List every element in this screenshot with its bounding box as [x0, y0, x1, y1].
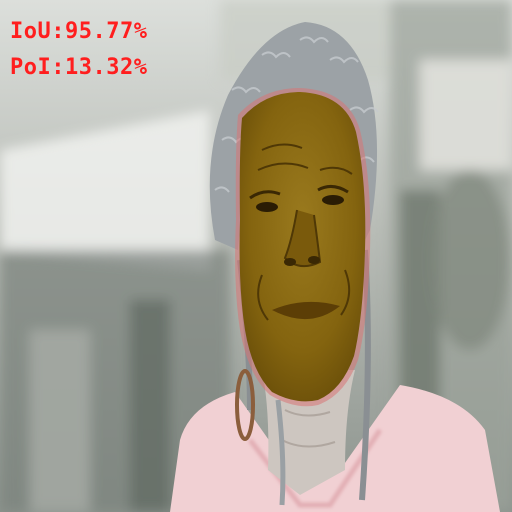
pol-metric: PoI:13.32% [10, 55, 148, 80]
facial-features [249, 143, 353, 321]
hair [209, 22, 378, 250]
metrics-overlay: IoU:95.77% PoI:13.32% [10, 14, 147, 86]
iou-metric: IoU:95.77% [10, 19, 148, 44]
earring [235, 369, 255, 441]
shirt [170, 385, 500, 512]
